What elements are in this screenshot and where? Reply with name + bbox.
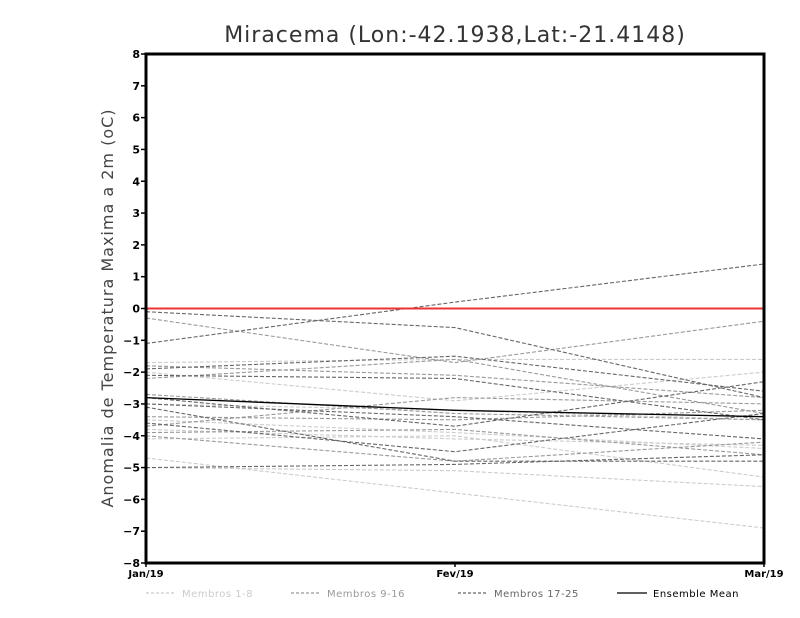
x-tick-label: Fev/19 <box>436 569 473 580</box>
member-line-g2-6 <box>145 397 765 427</box>
y-tick-label: 8 <box>132 48 140 61</box>
legend-label: Membros 1-8 <box>182 589 253 600</box>
plot-frame <box>144 52 766 565</box>
member-line-g3-7 <box>145 406 764 462</box>
y-tick-label: 5 <box>132 143 140 156</box>
member-line-g1-8 <box>145 467 765 488</box>
member-line-g1-4 <box>145 419 765 450</box>
legend-label: Membros 17-25 <box>494 589 579 600</box>
y-tick-label: 0 <box>132 303 140 316</box>
legend: Membros 1-8 Membros 9-16 Membros 17-25 Ense… <box>146 589 739 600</box>
y-tick-label: −5 <box>123 462 140 475</box>
member-line-g3-9 <box>145 454 765 469</box>
member-line-g2-2 <box>145 365 765 399</box>
member-line-g2-8 <box>145 435 765 462</box>
chart-title: Miracema (Lon:-42.1938,Lat:-21.4148) <box>224 23 686 48</box>
member-line-g3-8 <box>145 412 765 453</box>
x-tick-label: Jan/19 <box>127 569 163 580</box>
y-tick-label: −3 <box>123 398 140 411</box>
y-tick-label: −8 <box>123 557 140 570</box>
member-line-g3-1 <box>145 263 765 345</box>
y-tick-label: 3 <box>132 207 140 220</box>
y-tick-label: −4 <box>123 430 140 443</box>
y-tick-label: 7 <box>132 80 140 93</box>
y-ticks: 8 7 6 5 4 3 2 1 0 −1 −2 −3 −4 −5 −6 −7 −8 <box>123 48 146 570</box>
member-line-g1-6 <box>145 435 765 478</box>
y-tick-label: 4 <box>132 175 140 188</box>
member-line-g2-1 <box>145 317 765 364</box>
member-line-g1-2 <box>145 371 765 402</box>
ensemble-mean-line <box>145 396 765 418</box>
member-line-g2-4 <box>145 393 765 421</box>
x-ticks: Jan/19 Fev/19 Mar/19 <box>127 563 784 580</box>
member-line-g3-5 <box>145 381 765 427</box>
y-tick-label: 2 <box>132 239 140 252</box>
member-line-g2-7 <box>145 428 765 456</box>
y-tick-label: 6 <box>132 112 140 125</box>
y-tick-label: −2 <box>123 366 140 379</box>
member-line-g2-3 <box>145 358 765 415</box>
member-line-g3-2 <box>145 311 765 399</box>
member-line-g3-4 <box>145 374 765 421</box>
legend-label: Ensemble Mean <box>653 589 739 600</box>
y-tick-label: 1 <box>132 271 140 284</box>
y-tick-label: −7 <box>123 525 140 538</box>
legend-label: Membros 9-16 <box>327 589 405 600</box>
y-tick-label: −1 <box>123 334 140 347</box>
member-line-g3-6 <box>145 403 765 440</box>
member-line-g1-7 <box>145 457 765 529</box>
series-layer <box>145 263 765 529</box>
x-tick-label: Mar/19 <box>744 569 783 580</box>
member-line-g2-5 <box>145 409 765 421</box>
y-axis-label: Anomalia de Temperatura Maxima a 2m (oC) <box>98 108 117 507</box>
y-tick-label: −6 <box>123 493 140 506</box>
member-line-g3-3 <box>145 355 765 392</box>
